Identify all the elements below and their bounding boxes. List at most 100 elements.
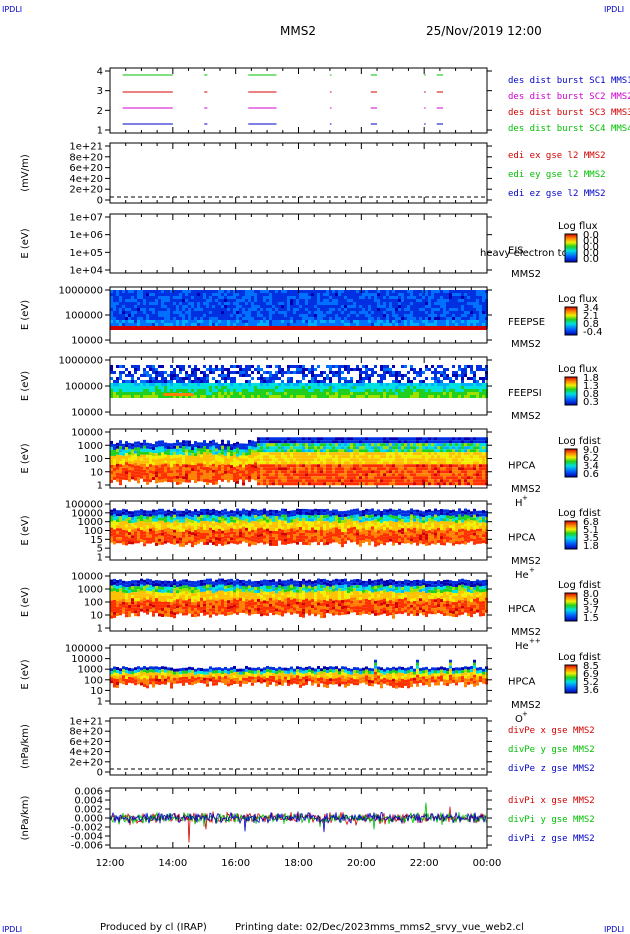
heat-cell <box>197 383 200 386</box>
heat-cell <box>467 395 470 398</box>
heat-cell <box>365 392 368 395</box>
heat-cell <box>185 464 188 468</box>
heat-cell <box>437 317 440 320</box>
heat-cell <box>362 461 365 465</box>
heat-cell <box>332 296 335 299</box>
heat-cell <box>479 389 482 392</box>
legend-entry: des dist burst SC4 MMS4 <box>508 124 630 134</box>
heat-cell <box>386 311 389 314</box>
heat-cell <box>368 437 371 441</box>
heat-cell <box>251 389 254 392</box>
heat-cell <box>464 374 467 377</box>
heat-cell <box>356 305 359 308</box>
heat-cell <box>221 448 224 452</box>
heat-cell <box>467 482 470 486</box>
heat-cell <box>299 476 302 480</box>
heat-cell <box>344 443 347 447</box>
heat-cell <box>425 293 428 296</box>
heat-cell <box>455 374 458 377</box>
heat-cell <box>203 380 206 383</box>
heat-cell <box>326 476 329 480</box>
heat-cell <box>278 299 281 302</box>
heat-cell <box>206 451 209 455</box>
heat-cell <box>305 386 308 389</box>
heat-cell <box>320 380 323 383</box>
heat-cell <box>410 308 413 311</box>
heat-cell <box>473 317 476 320</box>
heat-cell <box>302 395 305 398</box>
heat-cell <box>131 476 134 480</box>
heat-cell <box>389 290 392 293</box>
heat-cell <box>293 467 296 471</box>
heat-cell <box>449 440 452 444</box>
heat-cell <box>308 443 311 447</box>
heat-cell <box>314 452 317 456</box>
heat-cell <box>206 314 209 317</box>
heat-cell <box>440 470 443 474</box>
heat-cell <box>158 470 161 474</box>
heat-cell <box>113 443 116 447</box>
heat-cell <box>350 305 353 308</box>
heat-cell <box>455 476 458 480</box>
heat-cell <box>221 478 224 482</box>
heat-cell <box>476 305 479 308</box>
heat-cell <box>131 473 134 477</box>
heat-cell <box>164 478 167 482</box>
heat-cell <box>413 383 416 386</box>
heat-cell <box>407 440 410 444</box>
heat-cell <box>239 452 242 456</box>
heat-cell <box>356 386 359 389</box>
heat-cell <box>227 302 230 305</box>
heat-cell <box>350 446 353 450</box>
heat-cell <box>338 296 341 299</box>
heat-cell <box>434 368 437 371</box>
heat-cell <box>395 452 398 456</box>
heat-cell <box>281 386 284 389</box>
heat-cell <box>116 466 119 470</box>
heat-cell <box>176 308 179 311</box>
heat-cell <box>446 323 449 326</box>
heat-cell <box>149 317 152 320</box>
heat-cell <box>395 290 398 293</box>
heat-cell <box>311 383 314 386</box>
heat-cell <box>368 305 371 308</box>
heat-cell <box>401 377 404 380</box>
heat-cell <box>173 457 176 461</box>
heat-cell <box>449 314 452 317</box>
heat-cell <box>422 323 425 326</box>
heat-cell <box>152 462 155 466</box>
heat-cell <box>422 479 425 483</box>
heat-cell <box>461 383 464 386</box>
heat-cell <box>470 305 473 308</box>
heat-cell <box>431 314 434 317</box>
heat-cell <box>266 293 269 296</box>
heat-cell <box>224 452 227 456</box>
heat-cell <box>443 374 446 377</box>
heat-cell <box>326 293 329 296</box>
heat-cell <box>443 440 446 444</box>
heat-cell <box>458 290 461 293</box>
heat-cell <box>437 440 440 444</box>
heat-cell <box>344 464 347 468</box>
heat-cell <box>245 458 248 462</box>
heat-cell <box>416 308 419 311</box>
heat-cell <box>461 311 464 314</box>
heat-cell <box>347 317 350 320</box>
heat-cell <box>434 314 437 317</box>
heat-cell <box>479 482 482 486</box>
heat-cell <box>278 323 281 326</box>
heat-cell <box>203 377 206 380</box>
heat-cell <box>245 374 248 377</box>
heat-cell <box>269 464 272 468</box>
heat-cell <box>425 320 428 323</box>
heat-cell <box>335 392 338 395</box>
heat-cell <box>482 386 485 389</box>
heat-cell <box>482 323 485 326</box>
heat-cell <box>314 299 317 302</box>
heat-cell <box>239 320 242 323</box>
heat-cell <box>203 308 206 311</box>
heat-cell <box>335 440 338 444</box>
heat-cell <box>284 437 287 441</box>
heat-cell <box>251 299 254 302</box>
heat-cell <box>158 305 161 308</box>
